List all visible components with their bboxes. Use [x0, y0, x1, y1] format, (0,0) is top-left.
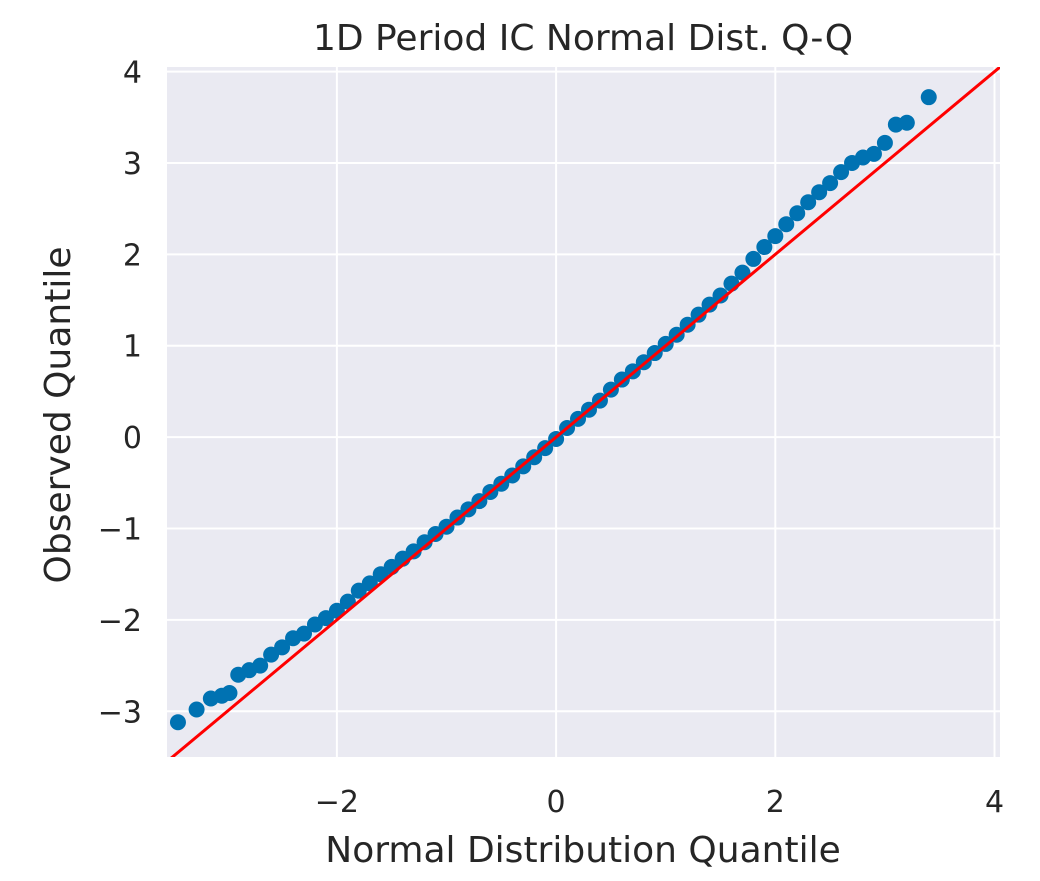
y-tick-label: 4	[123, 56, 142, 91]
reference-line	[170, 67, 1000, 757]
x-axis-label: Normal Distribution Quantile	[325, 830, 840, 871]
data-point	[690, 306, 707, 323]
data-point	[767, 228, 784, 245]
data-point	[679, 316, 696, 333]
data-point	[865, 145, 882, 162]
y-tick-label: −2	[98, 604, 142, 639]
y-tick-labels: −3 −2 −1 0 1 2 3 4	[98, 56, 142, 731]
x-tick-labels: −2 0 2 4	[315, 785, 1004, 820]
data-point	[252, 657, 269, 674]
data-point	[274, 639, 291, 656]
data-point	[613, 371, 630, 388]
x-tick-label: −2	[315, 785, 359, 820]
data-point	[221, 685, 238, 702]
chart-title: 1D Period IC Normal Dist. Q-Q	[313, 18, 853, 59]
y-tick-label: 1	[123, 330, 142, 365]
data-point	[712, 287, 729, 304]
data-point	[296, 625, 313, 642]
data-point	[800, 194, 817, 211]
y-tick-label: −3	[98, 695, 142, 730]
y-tick-label: 3	[123, 147, 142, 182]
x-tick-label: 2	[766, 785, 785, 820]
data-point	[756, 239, 773, 256]
data-point	[811, 184, 828, 201]
y-tick-label: −1	[98, 513, 142, 548]
data-point	[789, 205, 806, 222]
data-point	[169, 714, 186, 731]
y-tick-label: 2	[123, 238, 142, 273]
data-point	[778, 216, 795, 233]
data-point	[701, 296, 718, 313]
data-point	[745, 250, 762, 267]
y-axis-label: Observed Quantile	[38, 247, 79, 584]
data-point	[876, 134, 893, 151]
data-point	[822, 175, 839, 192]
data-point	[188, 701, 205, 718]
data-point	[898, 114, 915, 131]
data-point	[920, 89, 937, 106]
reference-line-path	[170, 67, 1000, 757]
data-point	[833, 164, 850, 181]
data-point	[416, 534, 433, 551]
x-tick-label: 4	[985, 785, 1004, 820]
x-tick-label: 0	[547, 785, 566, 820]
data-point	[405, 543, 422, 560]
y-tick-label: 0	[123, 421, 142, 456]
